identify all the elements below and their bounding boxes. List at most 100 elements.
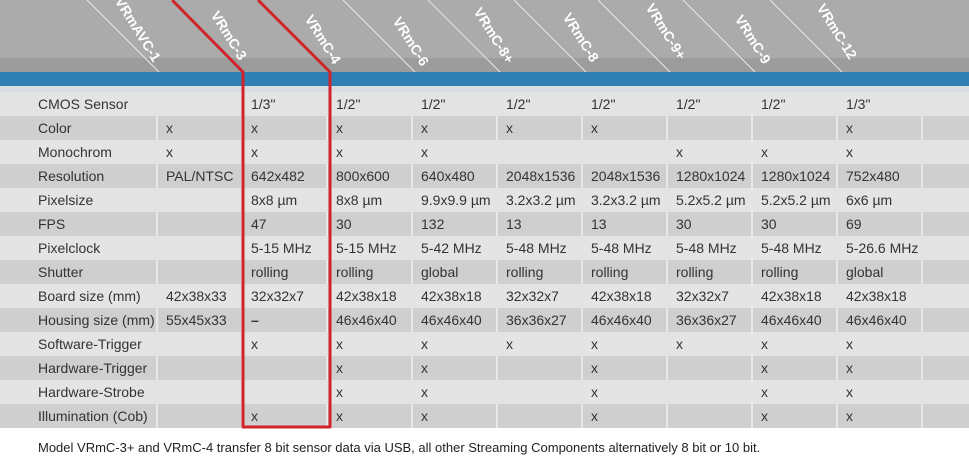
table-cell: 8x8 µm	[336, 192, 383, 208]
header-divider	[86, 0, 160, 73]
table-cell: rolling	[498, 260, 583, 284]
table-cell: x	[421, 336, 428, 352]
table-cell: 47	[243, 212, 328, 236]
table-cell: 1/2"	[421, 96, 446, 112]
row-label: Color	[0, 116, 158, 140]
table-cell: 5.2x5.2 µm	[676, 192, 746, 208]
table-row: Housing size (mm) 55x45x33–46x46x40 46x46x…	[0, 308, 969, 332]
table-cell: 46x46x40	[413, 308, 498, 332]
table-cell: 42x38x18	[846, 288, 907, 304]
table-cell	[158, 236, 243, 260]
header-separator	[0, 86, 969, 92]
table-cell: 55x45x33	[158, 308, 243, 332]
table-row: Software-Trigger x x x x x x x x	[0, 332, 969, 356]
table-cell: 3.2x3.2 µm	[591, 192, 661, 208]
table-cell: x	[846, 144, 853, 160]
table-cell: 640x480	[413, 164, 498, 188]
table-cell: rolling	[243, 260, 328, 284]
table-cell: x	[846, 384, 853, 400]
table-cell: 132	[413, 212, 498, 236]
table-cell: 42x38x18	[421, 288, 482, 304]
table-cell: 8x8 µm	[251, 192, 298, 208]
table-row: Monochrom x x x x x x x	[0, 140, 969, 164]
table-cell: 42x38x18	[591, 288, 652, 304]
table-cell: 5.2x5.2 µm	[761, 192, 831, 208]
row-label: Software-Trigger	[38, 336, 142, 352]
table-cell: x	[421, 144, 428, 160]
spec-table: CMOS Sensor 1/3" 1/2" 1/2" 1/2" 1/2" 1/2" 1/2" 1…	[0, 92, 969, 428]
table-cell: 2048x1536	[583, 164, 668, 188]
table-row: Pixelclock 5-15 MHz 5-15 MHz 5-42 MHz 5-48 M…	[0, 236, 969, 260]
table-cell: 5-48 MHz	[761, 240, 822, 256]
table-cell: 5-26.6 MHz	[846, 240, 919, 256]
table-cell: PAL/NTSC	[158, 164, 243, 188]
table-cell: x	[328, 404, 413, 428]
table-cell: x	[838, 116, 923, 140]
row-label: Hardware-Strobe	[38, 384, 145, 400]
table-cell: x	[243, 404, 328, 428]
table-cell: 1/3"	[846, 96, 871, 112]
table-row: FPS 47 30 132 13 13 30 30 69	[0, 212, 969, 236]
row-label: Pixelsize	[38, 192, 94, 208]
table-cell: x	[243, 116, 328, 140]
table-cell: 46x46x40	[838, 308, 923, 332]
row-label: CMOS Sensor	[38, 96, 129, 112]
table-cell: x	[421, 384, 428, 400]
table-cell: x	[838, 356, 923, 380]
table-cell: x	[753, 356, 838, 380]
table-cell: x	[753, 404, 838, 428]
table-cell	[668, 404, 753, 428]
table-cell: x	[498, 116, 583, 140]
table-cell: x	[166, 144, 173, 160]
table-cell: 32x32x7	[506, 288, 559, 304]
header-background	[0, 0, 969, 58]
header-divider	[513, 0, 587, 73]
table-cell: rolling	[668, 260, 753, 284]
table-cell: 6x6 µm	[846, 192, 893, 208]
table-cell: 5-48 MHz	[676, 240, 737, 256]
header-band	[0, 58, 969, 72]
row-label: Resolution	[0, 164, 158, 188]
table-cell: 642x482	[243, 164, 328, 188]
table-cell: x	[336, 144, 343, 160]
table-cell: x	[158, 116, 243, 140]
table-cell	[243, 380, 328, 404]
blue-accent-bar	[0, 72, 969, 86]
table-row: Hardware-Strobe x x x x x	[0, 380, 969, 404]
table-cell: 5-15 MHz	[251, 240, 312, 256]
table-cell	[158, 380, 243, 404]
table-row: Illumination (Cob) x x x x x x	[0, 404, 969, 428]
table-cell: x	[676, 144, 683, 160]
row-label: Pixelclock	[38, 240, 101, 256]
table-row: Hardware-Trigger x x x x x	[0, 356, 969, 380]
table-cell: x	[591, 336, 598, 352]
table-cell: 30	[753, 212, 838, 236]
table-cell: 1/2"	[676, 96, 701, 112]
table-cell	[158, 260, 243, 284]
table-cell	[498, 404, 583, 428]
table-row: Shutter rolling rolling global rolling rollin…	[0, 260, 969, 284]
table-row: Resolution PAL/NTSC 642x482 800x600 640x480 2…	[0, 164, 969, 188]
table-cell	[158, 356, 243, 380]
header-divider	[597, 0, 671, 73]
table-cell: rolling	[583, 260, 668, 284]
table-row: Board size (mm) 42x38x33 32x32x7 42x38x18 42…	[0, 284, 969, 308]
table-row: Pixelsize 8x8 µm 8x8 µm 9.9x9.9 µm 3.2x3.2 µ…	[0, 188, 969, 212]
table-cell: rolling	[753, 260, 838, 284]
table-cell: x	[761, 336, 768, 352]
header-divider	[342, 0, 416, 73]
header-divider	[682, 0, 756, 73]
table-cell: x	[336, 336, 343, 352]
table-cell: 13	[498, 212, 583, 236]
table-cell: x	[676, 336, 683, 352]
table-cell: global	[413, 260, 498, 284]
table-cell: 46x46x40	[328, 308, 413, 332]
row-label: Board size (mm)	[38, 288, 141, 304]
row-label: Monochrom	[38, 144, 112, 160]
table-cell: 1/2"	[336, 96, 361, 112]
table-cell: 5-48 MHz	[506, 240, 567, 256]
table-cell	[498, 380, 583, 404]
table-cell: x	[413, 404, 498, 428]
table-cell: global	[838, 260, 923, 284]
table-cell: 42x38x33	[166, 288, 227, 304]
